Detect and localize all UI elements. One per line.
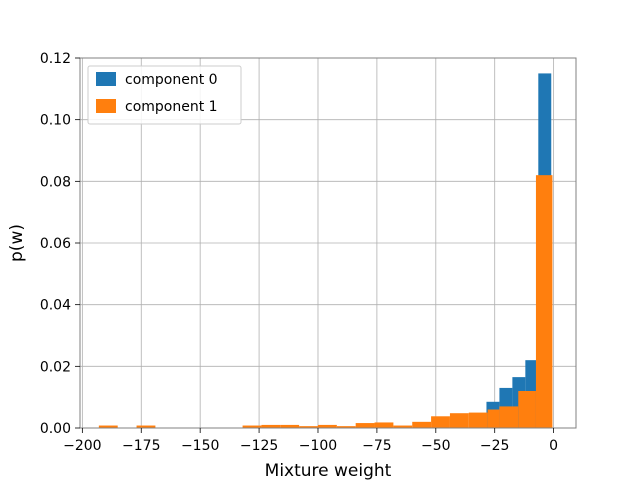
- x-tick-label: −25: [480, 438, 510, 454]
- y-tick-label: 0.06: [40, 236, 71, 252]
- histogram-bar-component-1: [355, 423, 375, 428]
- y-tick-label: 0.08: [40, 174, 71, 190]
- y-tick-label: 0.02: [40, 359, 71, 375]
- histogram-bar-component-1: [468, 412, 488, 428]
- legend-label-component-1: component 1: [125, 99, 218, 115]
- legend: component 0 component 1: [87, 65, 242, 125]
- x-tick-label: −175: [122, 438, 160, 454]
- y-tick-label: 0.04: [40, 298, 71, 314]
- histogram-bar-component-1: [299, 426, 318, 428]
- histogram-bar-component-1: [261, 424, 281, 428]
- x-tick-label: −100: [299, 438, 337, 454]
- histogram-bar-component-1: [431, 416, 450, 428]
- x-tick-label: −75: [362, 438, 392, 454]
- histogram-bar-component-1: [136, 425, 156, 428]
- histogram-bar-component-1: [98, 425, 118, 428]
- histogram-bar-component-1: [374, 422, 394, 428]
- histogram-bar-component-1: [280, 424, 300, 428]
- histogram-bar-component-1: [336, 426, 356, 428]
- histogram-bar-component-1: [535, 175, 553, 428]
- legend-label-component-0: component 0: [125, 72, 218, 88]
- x-tick-label: −50: [421, 438, 451, 454]
- histogram-bar-component-1: [412, 421, 432, 428]
- legend-box: [87, 65, 242, 125]
- y-axis-label: p(w): [7, 224, 27, 262]
- histogram-bar-component-1: [518, 391, 536, 428]
- histogram-bar-component-1: [499, 406, 519, 428]
- histogram-bar-component-1: [449, 413, 469, 428]
- y-tick-label: 0.10: [40, 113, 71, 129]
- x-tick-label: −150: [181, 438, 219, 454]
- histogram-bar-component-1: [242, 425, 262, 428]
- y-tick-label: 0.12: [40, 51, 71, 67]
- x-tick-label: 0: [549, 438, 558, 454]
- y-tick-label: 0.00: [40, 421, 71, 437]
- x-tick-label: −125: [240, 438, 278, 454]
- legend-swatch-component-0: [96, 72, 116, 86]
- legend-swatch-component-1: [96, 99, 116, 113]
- histogram-bar-component-1: [487, 409, 500, 428]
- histogram-bars: [98, 73, 553, 429]
- histogram-bar-component-1: [317, 424, 337, 428]
- x-tick-label: −200: [63, 438, 101, 454]
- axis-ticks: −200 −175 −150 −125 −100 −75 −50 −25 0 0.00 0.02 0.…: [40, 51, 558, 454]
- histogram-bar-component-1: [393, 425, 413, 428]
- x-axis-label: Mixture weight: [265, 461, 392, 480]
